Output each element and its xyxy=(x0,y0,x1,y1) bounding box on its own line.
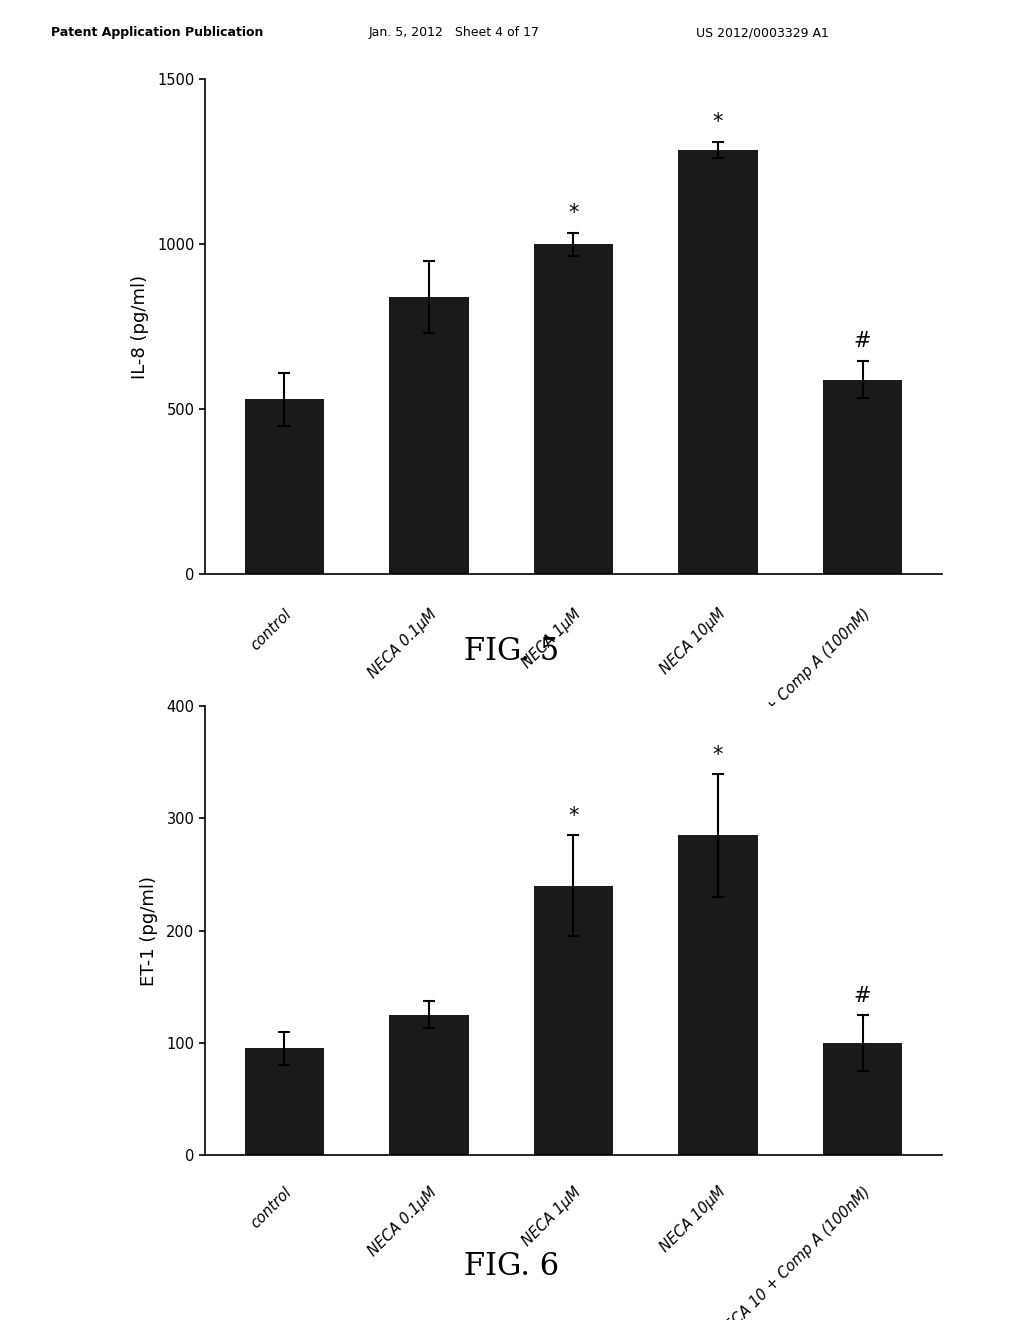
Y-axis label: ET-1 (pg/ml): ET-1 (pg/ml) xyxy=(140,875,158,986)
Text: NECA 0.1μM: NECA 0.1μM xyxy=(366,1184,439,1258)
Text: control: control xyxy=(248,606,295,653)
Text: Jan. 5, 2012   Sheet 4 of 17: Jan. 5, 2012 Sheet 4 of 17 xyxy=(369,26,540,40)
Text: *: * xyxy=(568,203,579,223)
Text: NECA 10μM: NECA 10μM xyxy=(657,1184,729,1255)
Text: Patent Application Publication: Patent Application Publication xyxy=(51,26,263,40)
Bar xyxy=(823,1043,902,1155)
Bar xyxy=(678,836,758,1155)
Bar xyxy=(823,380,902,574)
Text: #: # xyxy=(854,331,871,351)
Text: NECA 10μM: NECA 10μM xyxy=(657,606,729,677)
Text: #: # xyxy=(854,986,871,1006)
Bar xyxy=(534,244,613,574)
Bar xyxy=(534,886,613,1155)
Text: NECA 10 + Comp A (100nM): NECA 10 + Comp A (100nM) xyxy=(716,1184,873,1320)
Bar xyxy=(245,1048,324,1155)
Bar xyxy=(678,150,758,574)
Bar xyxy=(389,1015,469,1155)
Text: US 2012/0003329 A1: US 2012/0003329 A1 xyxy=(696,26,829,40)
Text: NECA 0.1μM: NECA 0.1μM xyxy=(366,606,439,681)
Y-axis label: IL-8 (pg/ml): IL-8 (pg/ml) xyxy=(131,275,148,379)
Text: FIG. 5: FIG. 5 xyxy=(464,636,560,667)
Bar xyxy=(245,400,324,574)
Text: *: * xyxy=(713,744,723,764)
Text: *: * xyxy=(713,112,723,132)
Text: control: control xyxy=(248,1184,295,1232)
Text: *: * xyxy=(568,807,579,826)
Text: NECA 1μM: NECA 1μM xyxy=(519,606,584,671)
Bar xyxy=(389,297,469,574)
Text: NECA 10 + Comp A (100nM): NECA 10 + Comp A (100nM) xyxy=(716,606,873,764)
Text: FIG. 6: FIG. 6 xyxy=(465,1251,559,1282)
Text: NECA 1μM: NECA 1μM xyxy=(519,1184,584,1249)
